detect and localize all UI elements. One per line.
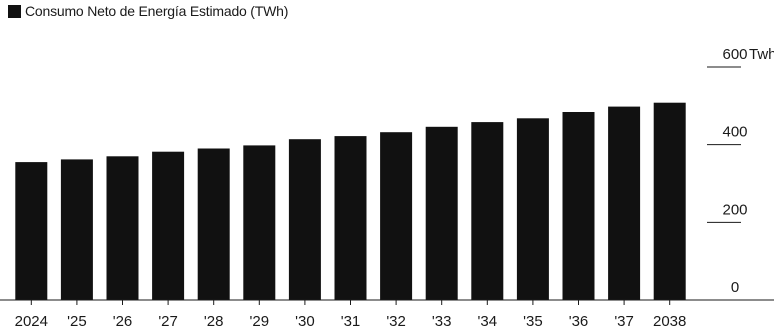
x-tick-label-13: '37 <box>614 313 634 330</box>
bar-7 <box>334 136 367 300</box>
x-tick-label-10: '34 <box>478 313 498 330</box>
y-unit-label: Twh <box>749 46 774 63</box>
bar-12 <box>562 112 595 300</box>
x-tick-label-3: '27 <box>158 313 178 330</box>
y-tick-label-0: 0 <box>731 279 739 296</box>
bar-2 <box>106 156 139 300</box>
x-axis: 2024 '25 '26 '27 '28 '29 '30 '31 '32 '33 '34 '35 '36… <box>0 299 774 330</box>
bar-6 <box>288 139 321 300</box>
x-tick-label-6: '30 <box>295 313 315 330</box>
bar-13 <box>608 106 641 300</box>
x-tick-label-14: 2038 <box>653 313 686 330</box>
bar-1 <box>60 159 93 300</box>
y-tick-label-3: 600 <box>722 46 747 63</box>
x-tick-label-12: '36 <box>569 313 589 330</box>
bar-11 <box>516 118 549 300</box>
x-tick-label-11: '35 <box>523 313 543 330</box>
y-tick-label-2: 400 <box>722 124 747 141</box>
bars-group <box>15 102 686 300</box>
bar-8 <box>380 132 413 300</box>
x-tick-label-2: '26 <box>113 313 133 330</box>
bar-4 <box>197 148 230 300</box>
y-axis: 0 200 400 600 Twh <box>707 46 774 296</box>
x-tick-label-9: '33 <box>432 313 452 330</box>
x-tick-label-7: '31 <box>341 313 361 330</box>
legend-swatch <box>8 4 21 18</box>
bar-5 <box>243 145 276 300</box>
bar-3 <box>152 151 185 300</box>
legend: Consumo Neto de Energía Estimado (TWh) <box>8 3 288 19</box>
bar-10 <box>471 122 504 300</box>
bar-14 <box>653 102 686 300</box>
x-tick-label-5: '29 <box>250 313 270 330</box>
bar-0 <box>15 162 48 300</box>
bar-9 <box>425 126 458 300</box>
y-tick-label-1: 200 <box>722 201 747 218</box>
legend-label: Consumo Neto de Energía Estimado (TWh) <box>25 3 289 19</box>
x-tick-label-8: '32 <box>386 313 406 330</box>
x-tick-label-4: '28 <box>204 313 224 330</box>
x-tick-label-1: '25 <box>67 313 87 330</box>
x-tick-label-0: 2024 <box>15 313 48 330</box>
